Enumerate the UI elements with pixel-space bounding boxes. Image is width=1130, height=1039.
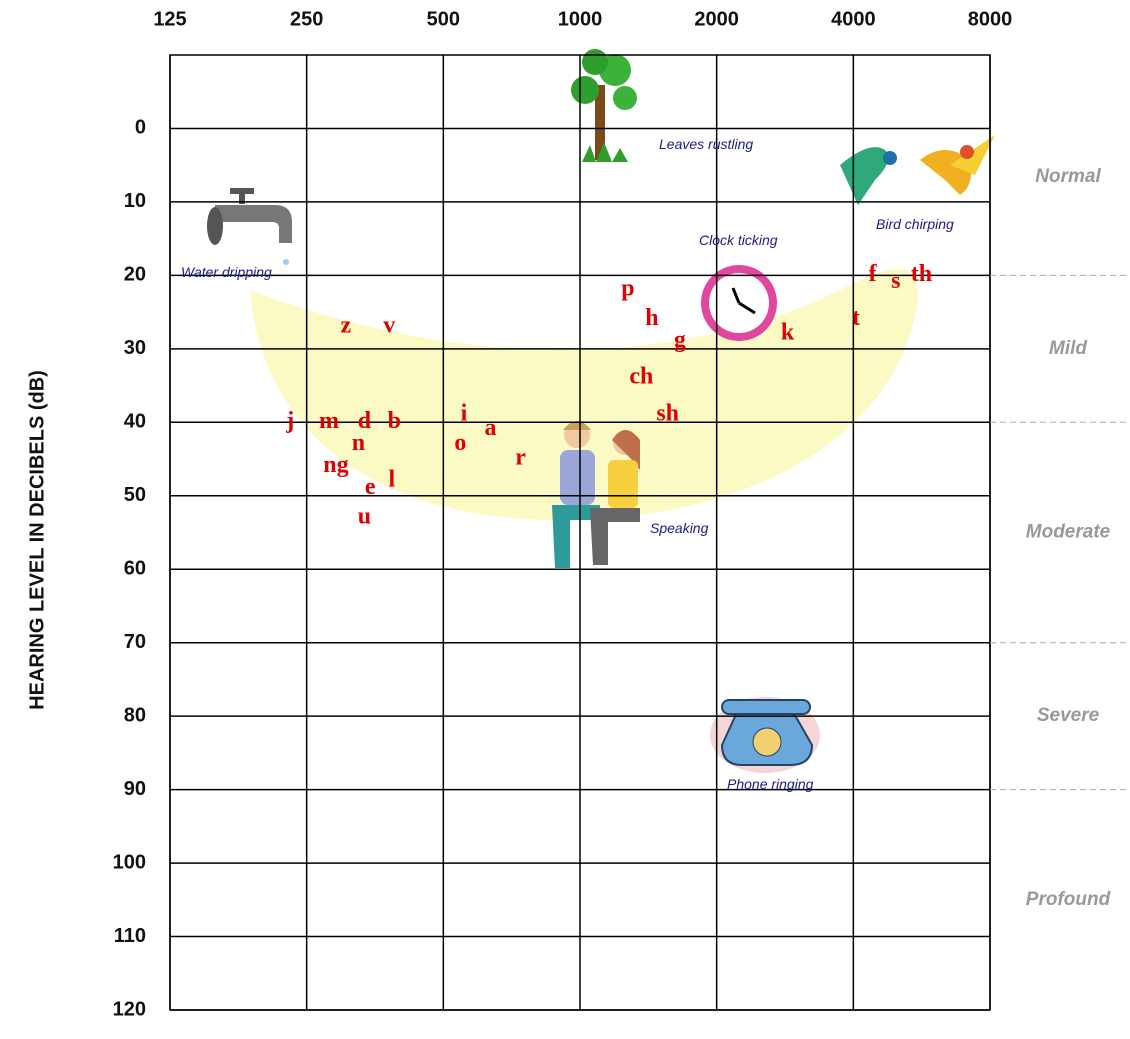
- x-tick-label: 4000: [831, 8, 876, 30]
- y-tick-label: 120: [113, 998, 146, 1020]
- phoneme: t: [852, 305, 860, 331]
- x-tick-label: 8000: [968, 8, 1013, 30]
- phoneme: i: [461, 400, 468, 426]
- y-tick-label: 20: [124, 264, 146, 286]
- y-tick-label: 60: [124, 558, 146, 580]
- phoneme: th: [911, 261, 932, 287]
- y-tick-label: 30: [124, 337, 146, 359]
- severity-label: Severe: [1037, 705, 1100, 726]
- severity-label: Moderate: [1026, 522, 1111, 543]
- phoneme: ng: [323, 452, 348, 478]
- y-axis-label: HEARING LEVEL IN DECIBELS (dB): [26, 370, 48, 710]
- phoneme: p: [621, 276, 634, 302]
- phoneme: h: [645, 305, 658, 331]
- severity-label: Normal: [1035, 166, 1101, 187]
- severity-label: Mild: [1049, 338, 1087, 359]
- tree-icon: [571, 49, 637, 162]
- y-tick-label: 80: [124, 704, 146, 726]
- y-tick-label: 10: [124, 190, 146, 212]
- severity-label: Profound: [1026, 889, 1111, 910]
- sound-label: Phone ringing: [727, 776, 814, 792]
- y-tick-label: 70: [124, 631, 146, 653]
- y-tick-label: 0: [135, 117, 146, 139]
- sound-label: Leaves rustling: [659, 136, 753, 152]
- sound-label: Speaking: [650, 520, 709, 536]
- sound-label: Clock ticking: [699, 232, 778, 248]
- phoneme: r: [515, 445, 526, 471]
- x-tick-label: 250: [290, 8, 323, 30]
- phoneme: ch: [629, 364, 653, 390]
- clock-icon: [701, 265, 777, 341]
- y-tick-label: 50: [124, 484, 146, 506]
- sound-label: Bird chirping: [876, 216, 954, 232]
- phoneme: k: [781, 320, 795, 346]
- y-tick-label: 110: [114, 925, 146, 947]
- phone-icon: [710, 697, 820, 773]
- y-tick-label: 100: [113, 851, 146, 873]
- phoneme: j: [285, 408, 294, 434]
- phoneme: o: [454, 430, 466, 456]
- phoneme: m: [319, 408, 339, 434]
- phoneme: sh: [656, 400, 679, 426]
- x-tick-label: 2000: [694, 8, 739, 30]
- x-tick-label: 500: [427, 8, 460, 30]
- phoneme: v: [383, 312, 395, 338]
- phoneme: l: [388, 467, 395, 493]
- phoneme: b: [388, 408, 401, 434]
- x-tick-label: 125: [153, 8, 186, 30]
- phoneme: u: [358, 503, 371, 529]
- phoneme: g: [674, 327, 686, 353]
- sound-label: Water dripping: [181, 264, 272, 280]
- phoneme: n: [352, 430, 365, 456]
- phoneme: z: [341, 312, 352, 338]
- phoneme: a: [484, 415, 496, 441]
- y-tick-label: 40: [124, 411, 146, 433]
- phoneme: e: [365, 474, 376, 500]
- birds-icon: [840, 135, 995, 205]
- audiogram: HEARING LEVEL IN DECIBELS (dB): [0, 0, 1130, 1039]
- faucet-icon: [207, 188, 292, 265]
- phoneme: s: [891, 268, 900, 294]
- y-tick-label: 90: [124, 778, 146, 800]
- phoneme: f: [869, 261, 878, 287]
- x-tick-label: 1000: [558, 8, 603, 30]
